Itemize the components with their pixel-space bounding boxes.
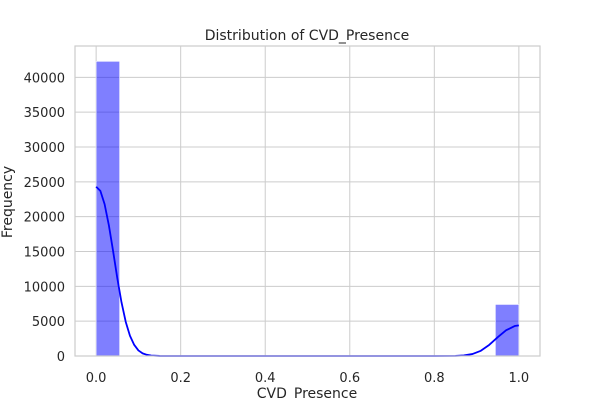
x-tick-label: 0.0 [86, 371, 107, 386]
y-tick-labels: 0 5000 10000 15000 20000 25000 30000 35000 40000 [24, 71, 65, 365]
x-tick-label: 0.4 [255, 371, 276, 386]
y-tick-label: 5000 [32, 315, 65, 330]
x-tick-label: 0.6 [339, 371, 360, 386]
chart-title: Distribution of CVD_Presence [205, 28, 410, 44]
kde-curve-group [95, 186, 520, 357]
x-tick-label: 1.0 [509, 371, 530, 386]
y-axis-label: Frequency [0, 166, 16, 238]
y-tick-label: 30000 [24, 141, 65, 156]
y-tick-label: 40000 [24, 71, 65, 86]
y-tick-label: 20000 [24, 211, 65, 226]
y-tick-label: 35000 [24, 106, 65, 121]
y-tick-label: 25000 [24, 176, 65, 191]
plot-area-frame [74, 45, 541, 357]
x-tick-labels: 0.0 0.2 0.4 0.6 0.8 1.0 [86, 371, 529, 386]
x-tick-label: 0.2 [170, 371, 191, 386]
x-tick-label: 0.8 [424, 371, 445, 386]
histogram-bar [95, 61, 120, 357]
y-tick-label: 15000 [24, 246, 65, 261]
y-tick-label: 10000 [24, 280, 65, 295]
kde-curve [95, 186, 520, 357]
x-axis-label: CVD_Presence [257, 386, 357, 400]
grid-lines [75, 46, 540, 357]
histogram-bars [95, 61, 520, 357]
y-tick-label: 0 [57, 350, 65, 365]
